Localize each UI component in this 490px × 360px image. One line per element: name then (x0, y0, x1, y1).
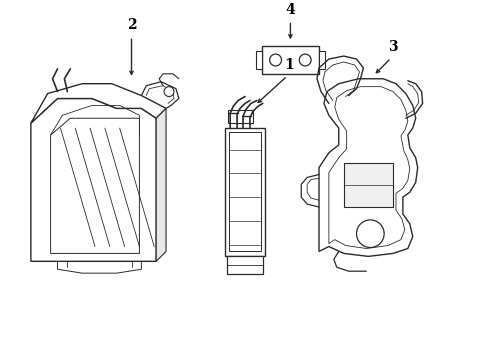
Polygon shape (256, 51, 262, 69)
Circle shape (299, 54, 311, 66)
Circle shape (357, 220, 384, 248)
Polygon shape (225, 128, 265, 256)
Polygon shape (31, 99, 156, 261)
Text: 2: 2 (127, 18, 136, 32)
Text: 3: 3 (388, 40, 398, 54)
Polygon shape (343, 163, 393, 207)
Circle shape (164, 87, 174, 96)
Polygon shape (31, 84, 166, 123)
Polygon shape (228, 111, 253, 123)
Text: 4: 4 (286, 3, 295, 17)
Polygon shape (229, 132, 261, 251)
Text: 1: 1 (285, 58, 294, 72)
Polygon shape (319, 79, 417, 256)
Polygon shape (227, 256, 263, 274)
Circle shape (270, 54, 282, 66)
Polygon shape (50, 118, 140, 253)
Polygon shape (329, 87, 410, 248)
Polygon shape (156, 108, 166, 261)
Polygon shape (262, 46, 319, 74)
Polygon shape (319, 51, 325, 69)
